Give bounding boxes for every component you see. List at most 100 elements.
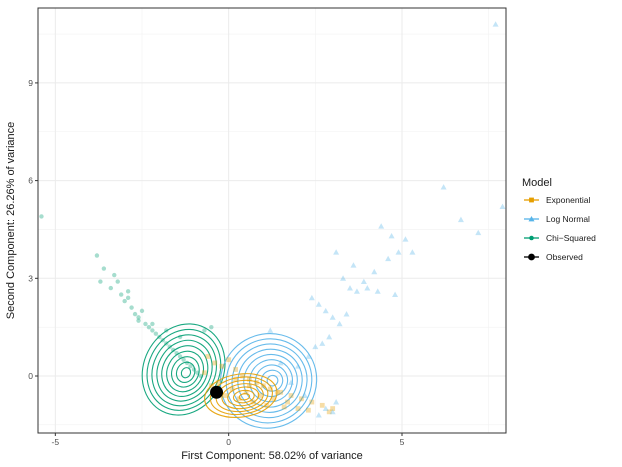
y-axis-title: Second Component: 26.26% of variance [5,122,17,320]
point-exponential [288,393,294,398]
point-log-normal [402,236,409,242]
point-chi-squared [177,354,183,359]
density-contour-exponential [221,383,264,410]
point-exponential [326,409,332,415]
point-exponential [309,399,315,405]
density-contour-exponential [215,379,269,413]
point-log-normal [392,291,399,297]
y-tick-label: 9 [28,78,33,88]
density-contour-log-normal [254,364,289,398]
point-log-normal [295,363,301,369]
point-chi-squared [150,321,155,327]
grid [38,8,506,433]
point-chi-squared [108,285,114,291]
legend-key-marker [529,197,534,203]
point-log-normal [333,399,340,405]
axis-ticks: -5 0 5 0 3 6 9 [28,78,404,447]
point-exponential [233,376,238,382]
point-chi-squared [112,272,117,278]
point-chi-squared [101,266,107,271]
point-log-normal [492,21,499,27]
point-chi-squared [129,305,134,310]
point-log-normal [378,223,385,229]
point-log-normal [475,229,482,236]
density-contour-exponential [232,389,255,404]
point-exponential [212,360,218,366]
point-exponential [247,376,252,382]
point-exponential [215,380,221,385]
point-log-normal [319,340,326,346]
point-chi-squared [150,328,155,333]
point-log-normal [360,278,367,284]
point-log-normal [364,285,371,291]
point-chi-squared [184,360,190,366]
point-log-normal [371,268,378,275]
point-log-normal [267,327,274,333]
legend-title: Model [522,177,552,189]
point-log-normal [305,353,312,359]
point-chi-squared [209,324,214,330]
point-exponential [278,389,284,395]
legend-key-marker [528,216,535,222]
point-log-normal [326,333,333,340]
point-log-normal [353,288,360,294]
point-exponential [219,363,225,369]
point-log-normal [333,249,340,255]
point-chi-squared [191,367,197,372]
point-exponential [330,406,336,411]
density-contours [141,323,318,429]
point-chi-squared [164,341,169,346]
density-contour-log-normal [231,343,308,419]
point-log-normal [440,184,447,190]
point-log-normal [329,314,336,320]
point-chi-squared [136,318,141,323]
point-chi-squared [119,292,124,297]
point-exponential [254,380,259,385]
point-log-normal [374,288,381,294]
density-contour-log-normal [249,359,293,403]
point-chi-squared [164,328,169,333]
point-log-normal [343,311,350,317]
point-log-normal [409,249,416,255]
point-exponential [236,396,242,402]
point-log-normal [288,379,295,385]
legend-label: Observed [546,252,583,262]
density-contour-exponential [227,386,260,407]
point-log-normal [322,405,329,411]
density-contour-chi-squared [180,367,192,379]
point-exponential [222,393,228,398]
legend-entry-chi-squared: Chi−Squared [524,233,596,243]
point-log-normal [385,255,392,262]
point-exponential [240,373,245,379]
density-contour-chi-squared [151,334,217,407]
point-chi-squared [125,289,131,294]
point-exponential [271,396,277,402]
point-exponential [226,357,232,363]
x-tick-label: 0 [226,437,231,447]
point-exponential [243,389,249,395]
y-tick-label: 6 [28,176,33,186]
point-chi-squared [153,331,159,336]
point-log-normal [336,320,343,327]
x-tick-label: 5 [400,437,405,447]
point-exponential [229,386,235,392]
point-chi-squared [94,253,100,258]
point-exponential [250,399,256,405]
point-exponential [202,370,207,376]
point-chi-squared [177,334,183,340]
point-chi-squared [146,324,152,330]
point-log-normal [301,392,308,398]
point-chi-squared [139,308,145,314]
point-chi-squared [167,344,172,349]
plot-panel [38,8,506,433]
point-log-normal [499,203,506,210]
point-log-normal [322,307,329,314]
point-exponential [205,354,211,359]
density-contour-log-normal [225,338,313,424]
legend-label: Exponential [546,195,591,205]
point-chi-squared [122,298,127,304]
point-exponential [233,367,238,372]
point-log-normal [340,275,347,281]
point-chi-squared [188,364,193,369]
point-chi-squared [181,357,186,362]
